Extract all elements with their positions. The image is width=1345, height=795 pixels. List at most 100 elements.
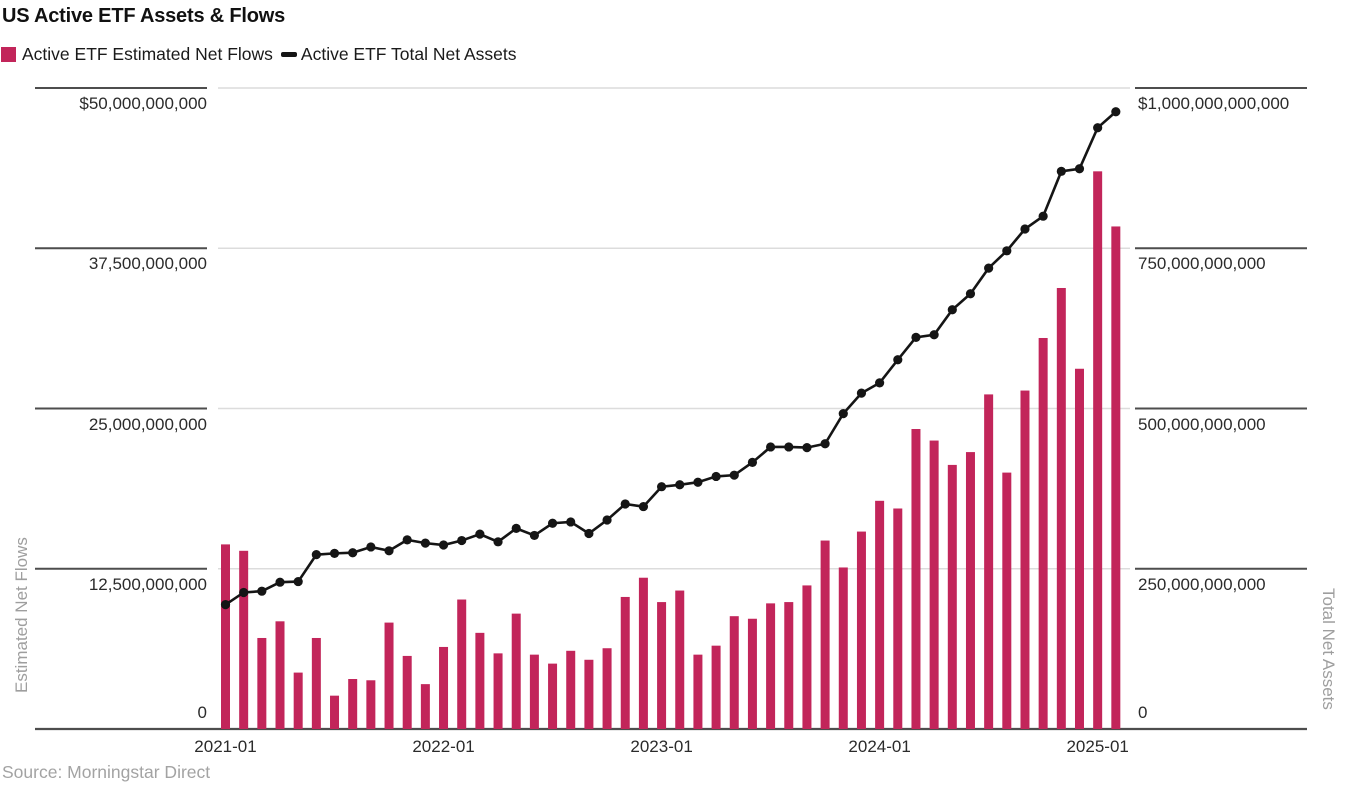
assets-point bbox=[893, 355, 903, 365]
assets-point bbox=[584, 528, 594, 539]
flow-bar bbox=[330, 695, 340, 729]
assets-point bbox=[220, 600, 231, 610]
flow-bar bbox=[893, 508, 903, 729]
flow-bar bbox=[475, 632, 485, 729]
assets-point bbox=[1074, 164, 1085, 174]
flow-bar bbox=[311, 637, 321, 729]
assets-point bbox=[1111, 107, 1121, 117]
assets-point bbox=[729, 470, 739, 480]
right-axis-tick-label: 750,000,000,000 bbox=[1138, 254, 1266, 274]
left-axis-tick-label: $50,000,000,000 bbox=[79, 94, 207, 113]
flow-bar bbox=[384, 622, 394, 729]
legend: Active ETF Estimated Net Flows Active ET… bbox=[1, 44, 517, 65]
x-axis-tick-label: 2022-01 bbox=[412, 737, 475, 756]
assets-point bbox=[1038, 211, 1048, 221]
assets-point bbox=[566, 517, 576, 527]
flow-bar bbox=[766, 603, 776, 729]
assets-point bbox=[965, 289, 976, 299]
flow-bar bbox=[711, 645, 721, 729]
flow-bar bbox=[566, 650, 576, 729]
right-axis-tick-label: 250,000,000,000 bbox=[1138, 574, 1266, 594]
assets-point bbox=[602, 515, 612, 525]
flow-bar bbox=[838, 567, 848, 729]
left-axis-tick-label: 25,000,000,000 bbox=[88, 414, 207, 434]
flow-bar bbox=[784, 602, 794, 729]
assets-point bbox=[402, 535, 412, 545]
x-axis-tick-label: 2024-01 bbox=[848, 737, 911, 756]
flow-bar bbox=[911, 429, 921, 729]
flow-bar bbox=[1002, 472, 1012, 729]
flow-bar bbox=[638, 577, 648, 729]
assets-point bbox=[838, 409, 848, 419]
assets-line bbox=[224, 110, 1117, 606]
flow-bar bbox=[675, 590, 685, 729]
assets-point bbox=[293, 576, 303, 587]
assets-point bbox=[348, 548, 358, 558]
legend-label-net-flows: Active ETF Estimated Net Flows bbox=[22, 44, 273, 64]
flow-bar bbox=[1038, 337, 1048, 729]
flow-bar bbox=[965, 452, 975, 729]
flow-bar bbox=[802, 585, 812, 729]
assets-point bbox=[493, 537, 503, 547]
assets-point bbox=[747, 457, 758, 467]
flow-bar bbox=[1093, 171, 1103, 729]
flow-bar bbox=[457, 599, 467, 729]
assets-point bbox=[329, 548, 340, 558]
assets-point bbox=[856, 388, 867, 398]
flow-bar bbox=[947, 464, 957, 729]
flow-bar bbox=[239, 550, 249, 729]
x-axis-tick-label: 2025-01 bbox=[1066, 737, 1129, 756]
left-axis-title: Estimated Net Flows bbox=[12, 537, 31, 693]
assets-point bbox=[656, 482, 667, 492]
flow-bar bbox=[602, 648, 612, 729]
assets-point bbox=[911, 332, 921, 342]
source-attribution: Source: Morningstar Direct bbox=[2, 762, 211, 782]
left-axis-tick-label: 37,500,000,000 bbox=[88, 254, 207, 274]
assets-point bbox=[311, 550, 321, 560]
assets-point bbox=[1056, 166, 1066, 176]
right-axis-tick-label: $1,000,000,000,000 bbox=[1138, 94, 1290, 113]
assets-point bbox=[766, 442, 776, 452]
assets-point bbox=[384, 546, 394, 556]
flow-bar bbox=[856, 531, 866, 729]
right-axis-title: Total Net Assets bbox=[1319, 588, 1338, 710]
flow-bar bbox=[402, 655, 412, 729]
assets-point bbox=[257, 586, 267, 596]
assets-point bbox=[929, 330, 939, 340]
assets-point bbox=[638, 501, 649, 512]
flow-bar bbox=[548, 663, 558, 729]
flow-bar bbox=[511, 613, 521, 729]
assets-point bbox=[802, 443, 812, 453]
flow-bar bbox=[293, 672, 303, 729]
flow-bar bbox=[1074, 368, 1084, 729]
flow-bar bbox=[221, 544, 230, 729]
flow-bar bbox=[693, 654, 703, 729]
flow-bar bbox=[584, 659, 594, 729]
assets-point bbox=[457, 535, 467, 546]
flow-bar bbox=[348, 679, 358, 729]
assets-point bbox=[693, 477, 703, 487]
assets-point bbox=[711, 471, 721, 482]
flow-bar bbox=[439, 646, 449, 729]
assets-point bbox=[1020, 224, 1030, 234]
assets-point bbox=[438, 540, 449, 550]
x-axis-tick-label: 2021-01 bbox=[194, 737, 257, 756]
assets-point bbox=[784, 442, 794, 452]
flow-bar bbox=[275, 621, 285, 729]
flow-bar bbox=[493, 653, 503, 729]
flow-bar bbox=[366, 680, 376, 729]
assets-point bbox=[239, 587, 249, 598]
assets-point bbox=[275, 577, 285, 587]
assets-point bbox=[420, 538, 430, 548]
assets-point bbox=[547, 518, 558, 528]
flow-bar bbox=[657, 602, 667, 729]
assets-point bbox=[529, 530, 539, 541]
flow-bar bbox=[747, 618, 757, 729]
net-flows-swatch-icon bbox=[1, 47, 16, 62]
assets-point bbox=[1002, 246, 1012, 256]
left-axis-tick-label: 0 bbox=[197, 703, 207, 722]
flow-bar bbox=[620, 596, 630, 729]
assets-point bbox=[675, 480, 685, 490]
